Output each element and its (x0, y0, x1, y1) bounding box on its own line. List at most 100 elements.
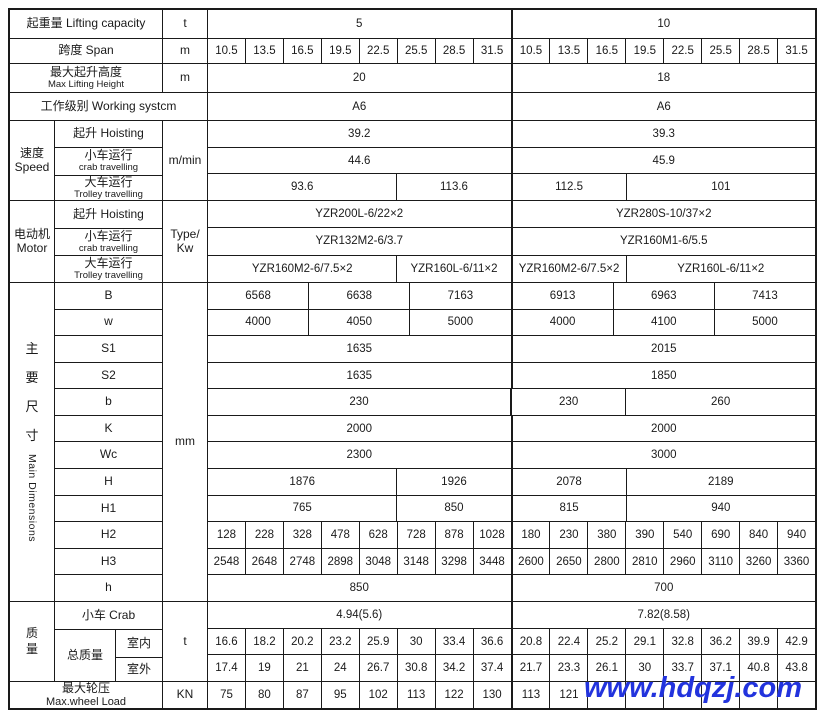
value-cell: 228 (244, 522, 283, 548)
value-cell: 3000 (510, 442, 816, 469)
value-cell: 540 (663, 522, 701, 548)
value-cell: 36.6 (472, 628, 511, 655)
value-cell: 728 (396, 522, 435, 548)
values-speed-crab: 44.6 45.9 (207, 146, 815, 174)
value-cell: 230 (549, 522, 587, 548)
label-speed-trolley: 大车运行 Trolley travelling (55, 175, 162, 200)
row-lifting-capacity: 起重量 Lifting capacity t 5 10 (10, 10, 815, 38)
value-cell: 36.2 (701, 628, 739, 655)
value-cell: 328 (282, 522, 321, 548)
value-cell: YZR132M2-6/3.7 (207, 228, 511, 255)
mass-values: 4.94(5.6) 7.82(8.58) 16.6 18.2 20.2 23.2 25.9… (207, 602, 815, 682)
value-cell: 102 (358, 682, 397, 708)
value-cell: 2189 (625, 469, 815, 495)
values-dimension-H2: 128 228 328 478 628 728 878 1028 180 230 380 390 540… (207, 521, 815, 548)
value-cell: 940 (625, 495, 815, 522)
value-cell: 26.1 (587, 655, 625, 682)
value-cell: 25.2 (587, 628, 625, 655)
values-dimension-H1: 765 850 815 940 (207, 494, 815, 522)
values-dimension-K: 2000 2000 (207, 414, 815, 442)
value-cell: 4050 (308, 309, 409, 336)
value-cell: 113 (396, 682, 435, 708)
value-cell: 42.9 (777, 628, 815, 655)
value-cell: 2898 (320, 548, 359, 575)
group-label-speed: 速度 Speed (14, 145, 50, 174)
label-speed-crab: 小车运行 crab travelling (55, 147, 162, 175)
value-cell: 20.2 (282, 628, 321, 655)
value-cell: 20 (207, 64, 511, 92)
value-cell: 121 (549, 682, 587, 708)
values-indoor-mass: 16.6 18.2 20.2 23.2 25.9 30 33.4 36.6 20.8 22.4 25… (207, 627, 815, 655)
values-dimension-B: 6568 6638 7163 6913 6963 7413 (207, 283, 815, 309)
value-cell: 4000 (207, 309, 308, 336)
label-max-wheel-load: 最大轮压 Max.wheel Load (45, 681, 127, 708)
value-cell: 5000 (713, 309, 815, 336)
value-cell: YZR160L-6/11×2 (396, 255, 510, 282)
value-cell: 940 (777, 522, 815, 548)
value-cell: 33.4 (434, 628, 473, 655)
group-label-motor: 电动机 Motor (13, 226, 50, 255)
total-mass-block: 总质量 室内 室外 (55, 629, 162, 681)
value-cell: 43.8 (777, 655, 815, 682)
value-cell (777, 682, 815, 708)
value-cell: 75 (207, 682, 245, 708)
value-cell: 850 (396, 495, 510, 522)
value-cell: 3148 (396, 548, 435, 575)
value-cell: 2000 (207, 415, 511, 442)
values-motor-crab: YZR132M2-6/3.7 YZR160M1-6/5.5 (207, 227, 815, 255)
unit-max-wheel-load: KN (162, 682, 207, 708)
value-cell: 2800 (587, 548, 625, 575)
value-cell: 21.7 (510, 655, 550, 682)
values-outdoor-mass: 17.4 19 21 24 26.7 30.8 34.2 37.4 21.7 23.3 26.1 30… (207, 654, 815, 682)
label-dimension-b: b (55, 388, 162, 415)
values-lifting-capacity: 5 10 (207, 10, 815, 38)
value-cell: 30 (396, 628, 435, 655)
unit-motor: Type/ Kw (162, 201, 207, 282)
speed-values: 39.2 39.3 44.6 45.9 93.6 113.6 112.5 101 (207, 121, 816, 201)
value-cell: 34.2 (434, 655, 473, 682)
value-cell: YZR280S-10/37×2 (510, 201, 816, 228)
value-cell: 2748 (282, 548, 321, 575)
unit-lifting-capacity: t (162, 10, 207, 38)
value-cell: 13.5 (244, 39, 283, 63)
value-cell: 840 (739, 522, 777, 548)
value-cell: 260 (625, 389, 815, 415)
value-cell: 230 (207, 389, 510, 415)
value-cell: 39.2 (207, 121, 511, 147)
value-cell: 2548 (207, 548, 245, 575)
values-max-wheel-load: 75 80 87 95 102 113 122 130 113 121 (207, 682, 815, 708)
value-cell: 380 (587, 522, 625, 548)
value-cell (701, 682, 739, 708)
value-cell: 95 (320, 682, 359, 708)
value-cell: 26.7 (358, 655, 397, 682)
values-motor-hoisting: YZR200L-6/22×2 YZR280S-10/37×2 (207, 201, 816, 228)
value-cell: 28.5 (739, 39, 777, 63)
value-cell: 17.4 (207, 655, 245, 682)
label-speed-hoisting: 起升 Hoisting (73, 126, 144, 141)
value-cell: 113 (510, 682, 550, 708)
value-cell: 2960 (663, 548, 701, 575)
value-cell (739, 682, 777, 708)
value-cell: 39.3 (510, 121, 816, 147)
label-dimension-H: H (55, 468, 162, 495)
value-cell: 5000 (409, 309, 510, 336)
crane-spec-table: 起重量 Lifting capacity t 5 10 跨度 Span m 10.… (8, 8, 817, 710)
label-motor-hoisting: 起升 Hoisting (73, 206, 144, 221)
band-mass: 质 量 小车 Crab 总质量 室内 室外 t 4.94(5.6) 7.82(8.… (10, 601, 815, 682)
label-dimension-w: w (55, 308, 162, 336)
label-motor-trolley: 大车运行 Trolley travelling (55, 255, 162, 282)
label-indoor: 室内 (126, 635, 151, 650)
value-cell: 2810 (625, 548, 663, 575)
value-cell: 4.94(5.6) (207, 602, 511, 628)
value-cell: 19 (244, 655, 283, 682)
values-span: 10.5 13.5 16.5 19.5 22.5 25.5 28.5 31.5 10.5 13.5… (207, 39, 815, 63)
site-watermark: www.hdqzj.com (584, 672, 803, 704)
values-dimension-w: 4000 4050 5000 4000 4100 5000 (207, 308, 815, 336)
value-cell: A6 (510, 93, 816, 120)
value-cell: 25.9 (358, 628, 397, 655)
value-cell: 700 (510, 575, 816, 601)
values-crab-mass: 4.94(5.6) 7.82(8.58) (207, 602, 815, 628)
value-cell: 2648 (244, 548, 283, 575)
value-cell: 22.5 (663, 39, 701, 63)
value-cell: 2015 (510, 336, 816, 362)
